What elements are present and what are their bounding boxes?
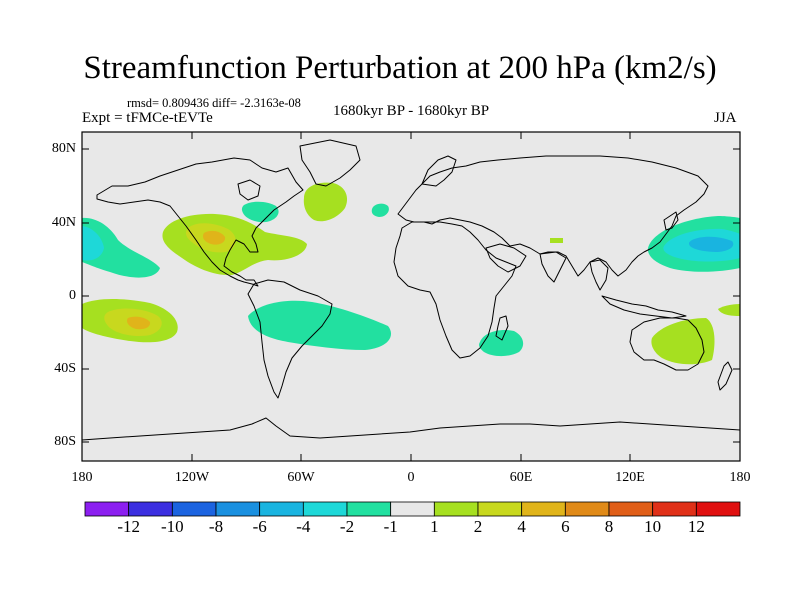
coast-japan [663, 211, 679, 231]
colorbar-label: -8 [208, 517, 224, 536]
colorbar-label: -1 [383, 517, 398, 536]
colorbar-label: -6 [252, 517, 267, 536]
colorbar-label: 2 [473, 517, 483, 536]
coast-eurasia [397, 155, 709, 277]
coast-australia [629, 317, 705, 371]
anomaly-negative-centralpacific-core [82, 226, 104, 261]
lon-label-60e: 60E [509, 470, 533, 485]
colorbar-label: 1 [430, 517, 439, 536]
anomaly-negative-westpacific-peak [688, 236, 734, 252]
coast-hudson-bay [237, 179, 261, 201]
coast-scandinavia [421, 155, 457, 187]
anomaly-positive-eastpacific-edge [718, 304, 740, 316]
colorbar-swatch [215, 501, 261, 517]
anomaly-positive-india [550, 238, 563, 243]
colorbar [84, 501, 741, 517]
coast-africa [393, 221, 517, 359]
coast-new-zealand [717, 361, 733, 391]
anomaly-positive-mexico-peak [202, 230, 226, 245]
map-background [82, 132, 740, 461]
anomaly-negative-southatlantic [248, 300, 392, 350]
colorbar-swatch [390, 501, 435, 517]
colorbar-swatch [259, 501, 304, 517]
coast-india [539, 251, 567, 283]
coast-north-america [96, 157, 304, 287]
colorbar-label: 8 [604, 517, 614, 536]
lat-ticks [82, 148, 740, 443]
lon-label-180w: 180 [71, 470, 93, 485]
stats-line: rmsd= 0.809436 diff= -2.3163e-08 [127, 96, 301, 110]
lat-label-0: 0 [69, 288, 76, 303]
colorbar-swatch [346, 501, 392, 517]
lon-label-0: 0 [407, 470, 415, 485]
lon-ticks [191, 132, 631, 461]
anomaly-negative-westatlantic [241, 201, 279, 223]
colorbar-swatch [564, 501, 610, 517]
colorbar-swatch [477, 501, 523, 517]
colorbar-label: -4 [296, 517, 311, 536]
lat-label-80s: 80S [54, 434, 76, 449]
coast-greenland [299, 139, 361, 187]
coast-indonesia [601, 295, 687, 319]
coast-antarctica [82, 417, 740, 441]
period-label: 1680kyr BP - 1680kyr BP [332, 103, 490, 119]
lat-label-40n: 40N [51, 215, 76, 230]
lat-label-40s: 40S [54, 361, 76, 376]
experiment-label: Expt = tFMCe-tEVTe [82, 110, 213, 126]
colorbar-label: -10 [160, 517, 184, 536]
colorbar-label: -2 [339, 517, 355, 536]
colorbar-swatch [84, 501, 130, 517]
colorbar-swatch [128, 501, 173, 517]
lon-label-120e: 120E [615, 470, 645, 485]
colorbar-label: 12 [687, 517, 705, 536]
coast-southeast-asia [589, 259, 609, 291]
anomaly-positive-southpacific-peak [126, 316, 151, 330]
colorbar-swatch [302, 501, 348, 517]
coast-south-america [247, 279, 333, 399]
colorbar-label: 6 [561, 517, 570, 536]
anomaly-positive-australia [651, 318, 715, 365]
plot-title: Streamfunction Perturbation at 200 hPa (… [83, 50, 717, 86]
colorbar-label: 10 [644, 517, 662, 536]
colorbar-swatch [695, 501, 741, 517]
colorbar-swatch [171, 501, 217, 517]
lat-label-80n: 80N [51, 141, 76, 156]
lon-label-180e: 180 [729, 470, 751, 485]
colorbar-label: -12 [117, 517, 140, 536]
colorbar-swatch [652, 501, 697, 517]
anomaly-negative-atlantic-islet [371, 203, 389, 217]
lon-label-60w: 60W [287, 470, 315, 485]
coast-arabia [485, 243, 527, 273]
coast-madagascar [495, 315, 509, 341]
anomaly-positive-northatlantic [303, 182, 348, 222]
colorbar-swatch [521, 501, 566, 517]
season-label: JJA [714, 110, 737, 126]
coastlines [82, 139, 740, 441]
anomaly-negative-madagascar [479, 330, 524, 357]
colorbar-label: 4 [517, 517, 526, 536]
colorbar-swatch [433, 501, 479, 517]
lon-label-120w: 120W [174, 470, 210, 485]
anomaly-shading [82, 182, 740, 365]
anomaly-negative-centralpacific [82, 217, 160, 278]
colorbar-swatch [608, 501, 654, 517]
